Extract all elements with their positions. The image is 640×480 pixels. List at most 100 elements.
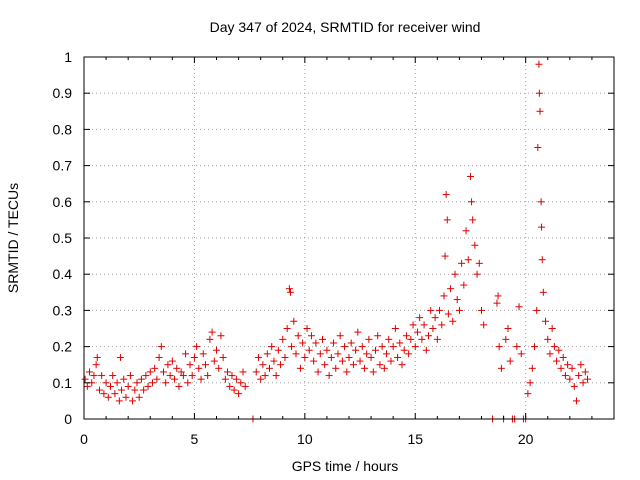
data-point xyxy=(416,314,424,322)
y-tick-label: 0.4 xyxy=(53,266,73,282)
data-point xyxy=(387,357,395,365)
data-point xyxy=(378,343,386,351)
data-point xyxy=(166,372,174,380)
data-point xyxy=(266,364,273,372)
x-tick-label: 10 xyxy=(297,431,313,447)
data-point xyxy=(336,332,344,340)
data-point xyxy=(217,332,225,340)
data-point xyxy=(341,343,349,351)
data-point xyxy=(135,393,143,401)
data-point xyxy=(449,317,457,325)
data-point xyxy=(389,343,397,351)
data-point xyxy=(561,372,569,380)
data-point xyxy=(321,361,329,369)
data-point xyxy=(358,343,366,351)
data-point xyxy=(372,346,379,354)
data-point xyxy=(425,332,432,340)
data-point xyxy=(226,382,234,390)
data-point xyxy=(268,343,276,351)
data-point xyxy=(124,382,132,390)
data-point xyxy=(577,361,585,369)
data-point xyxy=(447,285,455,293)
data-point xyxy=(517,350,525,358)
data-point xyxy=(173,364,181,372)
data-point xyxy=(299,339,307,347)
y-axis-label: SRMTID / TECUs xyxy=(5,183,21,293)
data-point xyxy=(553,357,561,365)
data-point xyxy=(177,368,185,376)
data-point xyxy=(286,288,294,296)
data-point xyxy=(436,306,444,314)
data-point xyxy=(398,361,406,369)
data-point xyxy=(566,375,574,383)
data-point xyxy=(131,386,139,394)
data-point xyxy=(153,375,161,383)
data-point xyxy=(325,372,333,380)
data-point xyxy=(493,299,501,307)
data-point xyxy=(305,346,313,354)
data-point xyxy=(288,343,296,351)
data-point xyxy=(241,382,249,390)
data-point xyxy=(314,368,322,376)
data-point xyxy=(405,350,413,358)
data-point xyxy=(235,390,243,398)
data-point xyxy=(221,375,229,383)
data-point xyxy=(272,372,280,380)
data-point xyxy=(292,350,300,358)
data-point xyxy=(402,332,410,340)
data-point xyxy=(228,372,236,380)
data-point xyxy=(455,306,463,314)
data-point xyxy=(345,353,353,361)
data-point xyxy=(230,386,238,394)
data-point xyxy=(367,353,375,361)
x-tick-label: 20 xyxy=(518,431,534,447)
data-point xyxy=(90,372,98,380)
data-point xyxy=(107,382,114,390)
data-point xyxy=(290,317,298,325)
data-point xyxy=(495,343,503,351)
data-point xyxy=(497,364,505,372)
data-point xyxy=(515,303,523,311)
data-point xyxy=(469,216,477,224)
y-tick-labels: 0 0.1 0.2 0.3 0.4 0.5 0.6 0.7 0.8 0.9 1 xyxy=(53,49,73,427)
data-point xyxy=(186,361,194,369)
data-point xyxy=(281,353,289,361)
data-point xyxy=(572,397,580,405)
data-point xyxy=(182,350,190,358)
data-point xyxy=(171,375,179,383)
data-point xyxy=(219,353,227,361)
y-tick-label: 0.6 xyxy=(53,194,73,210)
data-point xyxy=(494,292,502,300)
data-point xyxy=(208,328,216,336)
data-point xyxy=(261,372,269,380)
data-point xyxy=(451,270,459,278)
data-point xyxy=(468,198,476,206)
data-point xyxy=(535,89,543,97)
data-point xyxy=(303,325,311,332)
data-point xyxy=(259,361,267,369)
data-point xyxy=(237,379,245,387)
data-point xyxy=(383,350,391,358)
data-point xyxy=(116,353,124,361)
data-point xyxy=(422,346,430,354)
data-point xyxy=(254,353,262,361)
y-tick-label: 0.5 xyxy=(53,230,73,246)
data-point xyxy=(142,372,150,380)
data-point xyxy=(133,379,141,387)
data-point xyxy=(564,361,572,369)
data-point xyxy=(316,350,324,358)
y-tick-label: 1 xyxy=(64,49,72,65)
data-point xyxy=(93,353,101,361)
data-point xyxy=(95,386,103,394)
data-point xyxy=(126,372,134,380)
data-point xyxy=(462,227,470,235)
data-point xyxy=(369,368,377,376)
data-point xyxy=(555,346,563,354)
data-point xyxy=(550,343,558,351)
data-point xyxy=(352,346,360,354)
data-point xyxy=(568,364,576,372)
data-point xyxy=(92,361,100,369)
data-point xyxy=(570,382,578,390)
data-point xyxy=(274,346,282,354)
data-point xyxy=(533,306,541,314)
